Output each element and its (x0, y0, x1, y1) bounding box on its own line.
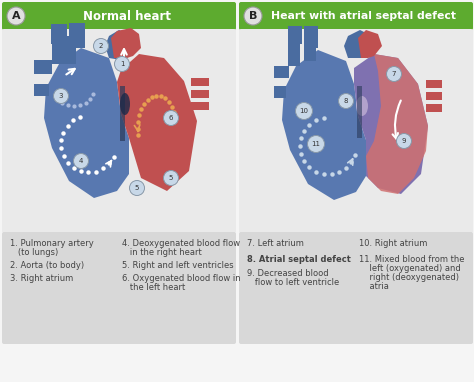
Bar (357, 86, 362, 138)
Text: 7. Left atrium: 7. Left atrium (247, 239, 304, 248)
Bar (191, 102, 209, 110)
Circle shape (129, 181, 145, 196)
Ellipse shape (356, 96, 368, 116)
Polygon shape (354, 54, 428, 194)
Text: flow to left ventricle: flow to left ventricle (247, 278, 339, 287)
Bar (64, 36, 76, 64)
Text: the left heart: the left heart (122, 283, 185, 292)
Text: in the right heart: in the right heart (122, 248, 202, 257)
Bar (288, 26, 302, 44)
Bar (191, 78, 209, 86)
Text: Normal heart: Normal heart (83, 10, 171, 23)
Text: 10: 10 (300, 108, 309, 114)
Text: 5: 5 (169, 175, 173, 181)
Circle shape (244, 7, 262, 25)
Text: 10. Right atrium: 10. Right atrium (359, 239, 428, 248)
FancyBboxPatch shape (2, 29, 236, 233)
Circle shape (7, 7, 25, 25)
Text: 9. Decreased blood: 9. Decreased blood (247, 269, 328, 278)
Text: 4. Deoxygenated blood flow: 4. Deoxygenated blood flow (122, 239, 240, 248)
Text: atria: atria (359, 282, 389, 291)
Circle shape (115, 57, 129, 71)
Text: 11: 11 (311, 141, 320, 147)
Bar (304, 39, 316, 61)
Circle shape (164, 170, 179, 186)
Text: 6: 6 (169, 115, 173, 121)
Bar (304, 26, 318, 48)
Polygon shape (358, 30, 382, 58)
Text: 3. Right atrium: 3. Right atrium (10, 274, 73, 283)
Text: 2: 2 (99, 43, 103, 49)
Circle shape (386, 66, 401, 81)
Circle shape (164, 110, 179, 126)
Text: 9: 9 (402, 138, 406, 144)
Polygon shape (117, 54, 197, 191)
Polygon shape (282, 50, 366, 200)
Text: right (deoxygenated): right (deoxygenated) (359, 273, 459, 282)
Text: 1: 1 (120, 61, 124, 67)
FancyBboxPatch shape (239, 2, 473, 30)
Polygon shape (111, 28, 141, 58)
Text: 2. Aorta (to body): 2. Aorta (to body) (10, 261, 84, 270)
Polygon shape (366, 54, 428, 194)
Circle shape (73, 154, 89, 168)
Bar (426, 80, 442, 88)
Polygon shape (44, 48, 129, 198)
Bar (69, 23, 85, 48)
FancyBboxPatch shape (239, 232, 473, 344)
Bar (288, 38, 300, 66)
Bar (120, 86, 125, 141)
Text: Heart with atrial septal defect: Heart with atrial septal defect (272, 11, 456, 21)
Text: 3: 3 (59, 93, 63, 99)
Circle shape (54, 89, 69, 104)
Text: 5. Right and left ventricles: 5. Right and left ventricles (122, 261, 234, 270)
Circle shape (396, 133, 411, 149)
Text: (to lungs): (to lungs) (10, 248, 58, 257)
Text: 6. Oxygenated blood flow in: 6. Oxygenated blood flow in (122, 274, 241, 283)
Text: 8: 8 (344, 98, 348, 104)
Bar (426, 104, 442, 112)
Bar (52, 31, 64, 64)
Text: 7: 7 (392, 71, 396, 77)
Bar (274, 86, 286, 98)
Bar (34, 84, 49, 96)
Text: 5: 5 (135, 185, 139, 191)
Bar (274, 66, 289, 78)
Polygon shape (105, 30, 133, 60)
FancyBboxPatch shape (239, 29, 473, 233)
FancyBboxPatch shape (2, 2, 236, 30)
Circle shape (308, 136, 325, 152)
Ellipse shape (120, 93, 130, 115)
Circle shape (295, 102, 312, 120)
Text: 4: 4 (79, 158, 83, 164)
Bar (191, 90, 209, 98)
Text: 1. Pulmonary artery: 1. Pulmonary artery (10, 239, 94, 248)
Circle shape (93, 39, 109, 53)
FancyBboxPatch shape (2, 232, 236, 344)
Text: A: A (12, 11, 20, 21)
Text: left (oxygenated) and: left (oxygenated) and (359, 264, 461, 273)
Circle shape (338, 94, 354, 108)
Bar (51, 24, 67, 44)
Text: B: B (249, 11, 257, 21)
Text: 8. Atrial septal defect: 8. Atrial septal defect (247, 255, 351, 264)
Bar (426, 92, 442, 100)
Text: 11. Mixed blood from the: 11. Mixed blood from the (359, 255, 465, 264)
Polygon shape (344, 30, 372, 58)
Bar (34, 60, 52, 74)
